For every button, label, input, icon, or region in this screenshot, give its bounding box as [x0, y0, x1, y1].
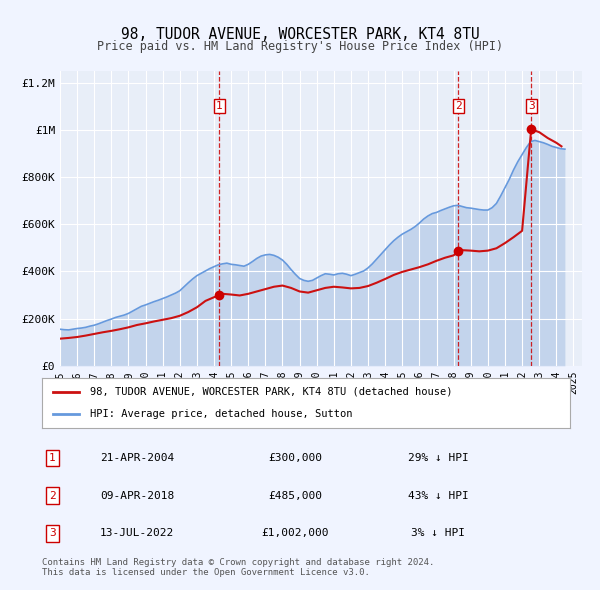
- Text: 1: 1: [49, 453, 56, 463]
- Text: 3% ↓ HPI: 3% ↓ HPI: [411, 529, 465, 538]
- Text: 3: 3: [528, 101, 535, 111]
- Text: 2: 2: [49, 491, 56, 500]
- Text: 29% ↓ HPI: 29% ↓ HPI: [407, 453, 469, 463]
- Text: Price paid vs. HM Land Registry's House Price Index (HPI): Price paid vs. HM Land Registry's House …: [97, 40, 503, 53]
- Text: 21-APR-2004: 21-APR-2004: [100, 453, 174, 463]
- Text: 09-APR-2018: 09-APR-2018: [100, 491, 174, 500]
- Text: £485,000: £485,000: [268, 491, 322, 500]
- Text: 3: 3: [49, 529, 56, 538]
- Text: 98, TUDOR AVENUE, WORCESTER PARK, KT4 8TU: 98, TUDOR AVENUE, WORCESTER PARK, KT4 8T…: [121, 27, 479, 41]
- Text: 98, TUDOR AVENUE, WORCESTER PARK, KT4 8TU (detached house): 98, TUDOR AVENUE, WORCESTER PARK, KT4 8T…: [89, 386, 452, 396]
- Text: £300,000: £300,000: [268, 453, 322, 463]
- Text: HPI: Average price, detached house, Sutton: HPI: Average price, detached house, Sutt…: [89, 409, 352, 419]
- Text: £1,002,000: £1,002,000: [262, 529, 329, 538]
- Text: 43% ↓ HPI: 43% ↓ HPI: [407, 491, 469, 500]
- Text: 1: 1: [216, 101, 223, 111]
- Text: 2: 2: [455, 101, 461, 111]
- Text: Contains HM Land Registry data © Crown copyright and database right 2024.
This d: Contains HM Land Registry data © Crown c…: [42, 558, 434, 577]
- Text: 13-JUL-2022: 13-JUL-2022: [100, 529, 174, 538]
